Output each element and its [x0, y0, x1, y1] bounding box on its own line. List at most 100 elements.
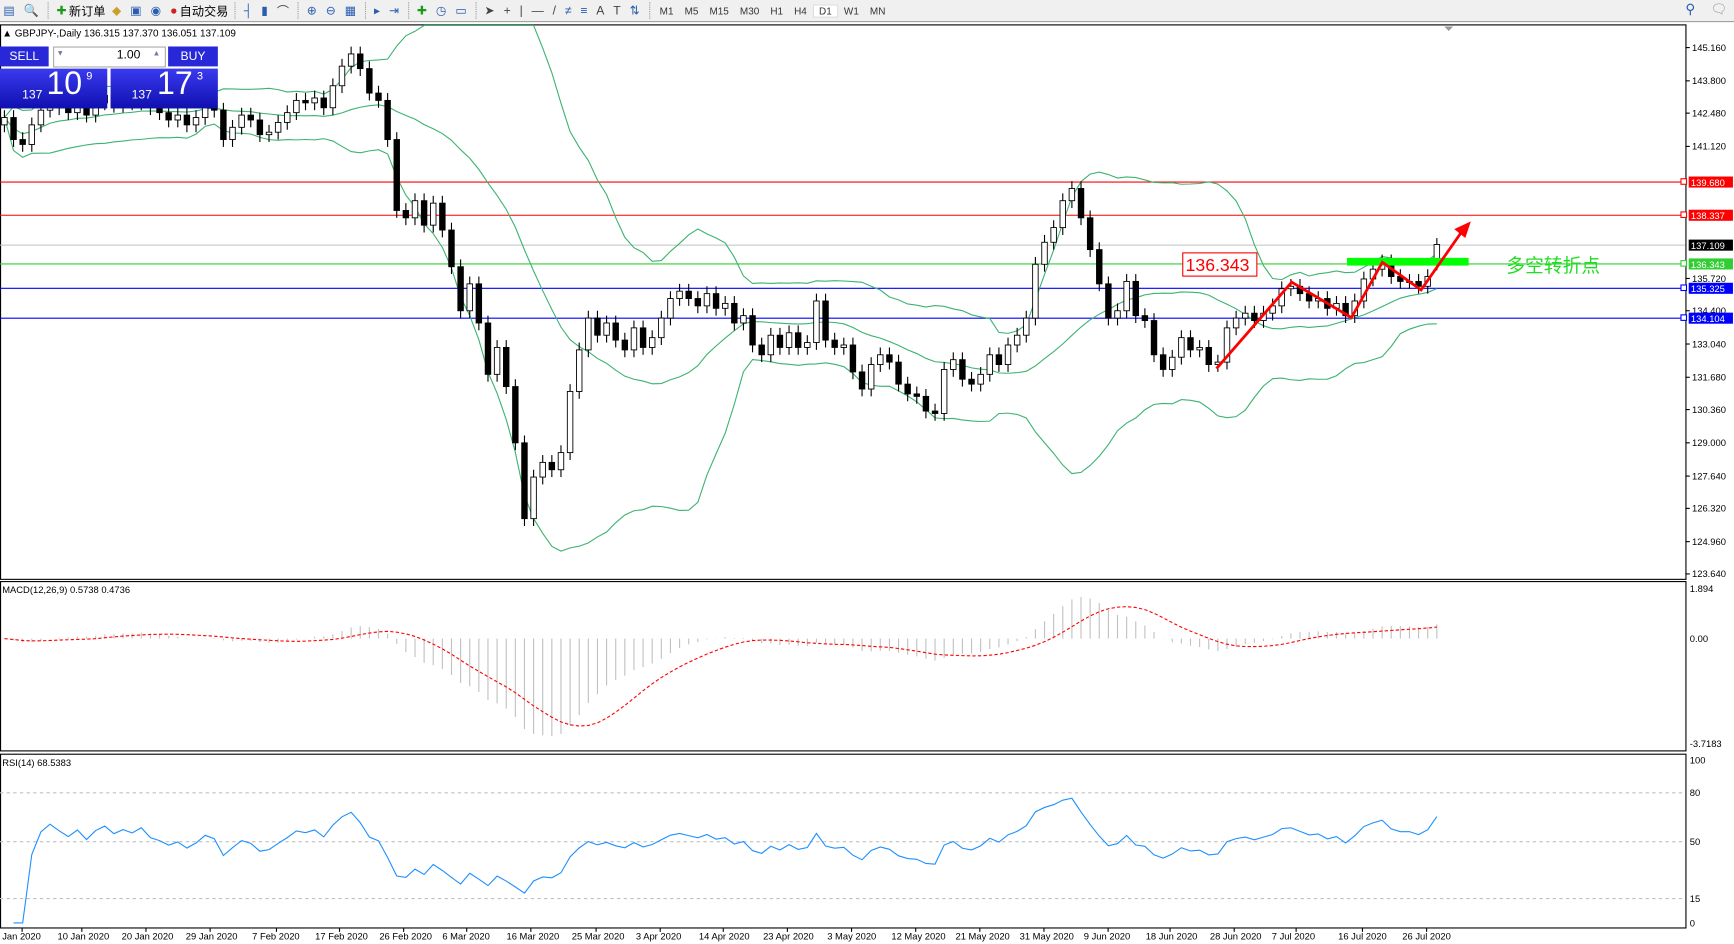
text-button[interactable]: A [593, 1, 610, 20]
date-label: 31 May 2020 [1020, 931, 1074, 942]
trend-arrow-path [1215, 230, 1464, 370]
toolbar-separator [234, 2, 237, 19]
price-tick-label: 131.680 [1692, 372, 1726, 383]
new-chart-button[interactable]: ▤ [0, 1, 20, 20]
chart-shift-button[interactable]: ▸ [371, 1, 386, 20]
bar-chart-button[interactable]: ┤ [240, 1, 257, 20]
timeframe-w1[interactable]: W1 [843, 4, 859, 17]
chart-title: ▲ GBPJPY-,Daily 136.315 137.370 136.051 … [2, 29, 236, 40]
zoom-chart-button[interactable]: 🔍 [20, 1, 44, 20]
horizontal-line-icon: — [531, 3, 544, 18]
date-label: 7 Jul 2020 [1272, 931, 1315, 942]
cursor-icon: ➤ [484, 4, 495, 18]
periods-button[interactable]: ◷ [433, 1, 452, 20]
buy-button[interactable]: BUY [168, 46, 218, 67]
bear-candle [302, 99, 309, 104]
bear-candle [1187, 337, 1194, 351]
cursor-button[interactable]: ➤ [481, 1, 500, 20]
indicators-button[interactable]: ✚ [414, 1, 433, 20]
timeframe-h1[interactable]: H1 [770, 4, 784, 17]
auto-trading-button[interactable]: ● 自动交易 [167, 1, 232, 20]
bull-candle [1196, 347, 1203, 351]
lot-size-input[interactable]: ▼ 1.00 ▲ [53, 46, 166, 68]
zoom-out-button[interactable]: ⊖ [322, 1, 341, 20]
new-order-icon: ✚ [56, 4, 67, 18]
sell-price-prefix: 137 [22, 88, 43, 102]
text-label-button[interactable]: T [610, 1, 626, 20]
bull-candle [411, 200, 419, 219]
sell-button[interactable]: SELL [0, 46, 49, 67]
timeframe-d1[interactable]: D1 [812, 3, 839, 18]
date-label: 18 Jun 2020 [1146, 931, 1198, 942]
zoom-in-button[interactable]: ⊕ [303, 1, 322, 20]
timeframe-m5[interactable]: M5 [684, 4, 699, 17]
price-tick-label: 143.800 [1692, 75, 1726, 86]
date-label: 26 Feb 2020 [379, 931, 432, 942]
lot-decrease-icon[interactable]: ▼ [56, 49, 65, 58]
bear-candle [822, 300, 829, 341]
bull-candle [466, 283, 473, 312]
date-label: 9 Jun 2020 [1084, 931, 1130, 942]
bull-candle [877, 354, 884, 366]
line-handle [1680, 284, 1688, 292]
bear-candle [1205, 347, 1212, 366]
sell-price[interactable]: 137 10 9 [0, 66, 108, 109]
bear-candle [503, 347, 510, 388]
bear-candle [448, 229, 455, 268]
fibonacci-button[interactable]: ≡ [577, 1, 593, 20]
bear-candle [220, 109, 227, 140]
trendline-button[interactable]: / [549, 1, 561, 20]
bull-candle [28, 124, 36, 145]
signals-button[interactable]: ◉ [147, 1, 166, 20]
timeframe-m1[interactable]: M1 [659, 4, 674, 17]
bear-candle [931, 410, 939, 414]
macd-tick-label: 0.00 [1690, 633, 1708, 644]
bollinger-middle-band [3, 104, 1438, 385]
arrows-button[interactable]: ⇅ [626, 1, 645, 20]
bull-candle [493, 347, 501, 375]
templates-button[interactable]: ▭ [452, 1, 472, 20]
line-chart-button[interactable]: ⌒ [274, 1, 295, 20]
equidistant-channel-button[interactable]: ≠ [562, 1, 578, 20]
text-label-icon: T [613, 3, 621, 18]
chart-shift-marker-icon [1444, 26, 1454, 31]
candlestick-button[interactable]: ▮ [258, 1, 274, 20]
date-label: 29 Jan 2020 [186, 931, 238, 942]
bull-candle [274, 121, 282, 133]
timeframe-h4[interactable]: H4 [794, 4, 807, 17]
bear-candle [402, 210, 410, 219]
tile-windows-button[interactable]: ▦ [341, 1, 361, 20]
timeframe-m15[interactable]: M15 [709, 4, 729, 17]
horizontal-line-button[interactable]: — [528, 1, 549, 20]
bull-candle [585, 317, 592, 351]
bear-candle [1251, 312, 1258, 321]
chat-icon[interactable]: 🗨 [1710, 1, 1728, 17]
buy-price[interactable]: 137 17 3 [110, 66, 218, 109]
autoscroll-button[interactable]: ⇥ [386, 1, 405, 20]
search-icon[interactable]: ⚲ [1685, 1, 1696, 17]
crosshair-button[interactable]: + [500, 1, 516, 20]
arrows-icon: ⇅ [629, 4, 640, 18]
metaeditor-button[interactable]: ◆ [109, 1, 127, 20]
price-label: 135.325 [1691, 283, 1725, 294]
bear-candle [548, 461, 556, 471]
bull-candle [1004, 344, 1012, 366]
price-tick-label: 145.160 [1692, 42, 1726, 53]
templates-icon: ▭ [455, 4, 467, 18]
bull-candle [648, 337, 656, 348]
bull-candle [1232, 317, 1240, 329]
bear-candle [420, 200, 428, 226]
bear-candle [65, 107, 72, 114]
new-order-button[interactable]: ✚ 新订单 [53, 1, 109, 20]
bear-candle [1096, 249, 1103, 285]
buy-price-prefix: 137 [131, 88, 152, 102]
bull-candle [630, 327, 638, 351]
vertical-line-button[interactable]: | [516, 1, 528, 20]
timeframe-m30[interactable]: M30 [739, 4, 760, 17]
date-label: 21 May 2020 [955, 931, 1009, 942]
timeframe-mn[interactable]: MN [869, 4, 886, 17]
lot-increase-icon[interactable]: ▲ [152, 49, 161, 58]
navigator-button[interactable]: ▣ [127, 1, 147, 20]
bear-candle [393, 139, 400, 211]
